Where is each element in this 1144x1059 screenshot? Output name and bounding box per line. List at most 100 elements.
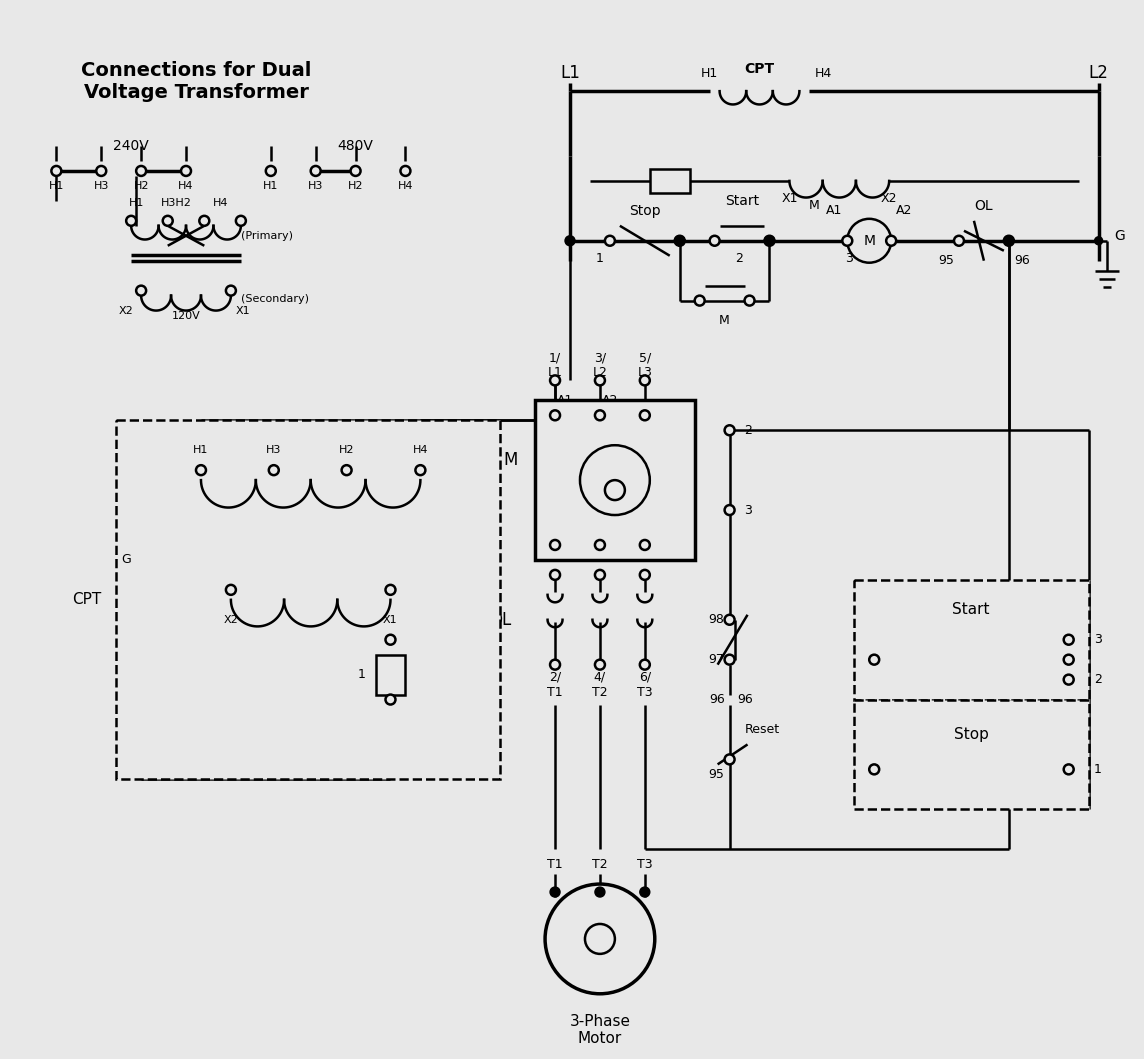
Circle shape: [954, 236, 964, 246]
Circle shape: [1064, 675, 1074, 684]
Text: 1: 1: [596, 252, 604, 265]
Text: 97: 97: [709, 653, 724, 666]
Circle shape: [585, 923, 614, 954]
Circle shape: [136, 286, 146, 295]
Bar: [375, 654, 405, 695]
Text: M: M: [864, 234, 875, 248]
Circle shape: [639, 540, 650, 550]
Text: 240V: 240V: [113, 139, 149, 152]
Circle shape: [1064, 765, 1074, 774]
Circle shape: [605, 236, 614, 246]
Text: OL: OL: [975, 199, 993, 213]
Text: A2: A2: [602, 394, 618, 407]
Circle shape: [565, 236, 575, 246]
Circle shape: [550, 887, 561, 897]
Circle shape: [386, 585, 396, 595]
Text: H1: H1: [49, 181, 64, 191]
Text: H4: H4: [413, 445, 428, 455]
Circle shape: [1064, 634, 1074, 645]
Text: (Secondary): (Secondary): [241, 293, 309, 304]
Text: X2: X2: [119, 306, 134, 316]
Text: A1: A1: [557, 394, 573, 407]
Text: H4: H4: [213, 198, 229, 208]
Text: 3/
L2: 3/ L2: [593, 352, 607, 379]
Circle shape: [1004, 236, 1014, 246]
Circle shape: [724, 754, 734, 765]
Text: H1: H1: [193, 445, 208, 455]
Text: G: G: [1114, 229, 1126, 243]
Text: H3: H3: [308, 181, 324, 191]
Circle shape: [1095, 237, 1103, 245]
Circle shape: [196, 465, 206, 475]
Circle shape: [869, 765, 880, 774]
Bar: [855, 700, 1089, 809]
Circle shape: [96, 166, 106, 176]
Text: 98: 98: [709, 613, 724, 626]
Circle shape: [639, 887, 650, 897]
Text: H3: H3: [94, 181, 109, 191]
Text: A1: A1: [826, 204, 842, 217]
Circle shape: [415, 465, 426, 475]
Circle shape: [265, 166, 276, 176]
Text: (Primary): (Primary): [241, 231, 293, 240]
Circle shape: [550, 540, 561, 550]
Text: X1: X1: [383, 615, 398, 625]
Bar: [855, 580, 1089, 700]
Circle shape: [225, 286, 236, 295]
Text: H2: H2: [348, 181, 364, 191]
Circle shape: [745, 295, 755, 306]
Circle shape: [126, 216, 136, 226]
Circle shape: [724, 654, 734, 665]
Text: 96: 96: [738, 693, 753, 706]
Text: H3: H3: [267, 445, 281, 455]
Text: A2: A2: [896, 204, 913, 217]
Circle shape: [724, 615, 734, 625]
Bar: [535, 400, 694, 560]
Text: H4: H4: [178, 181, 193, 191]
Text: L1: L1: [561, 65, 580, 83]
Text: M: M: [720, 315, 730, 327]
Circle shape: [724, 426, 734, 435]
Circle shape: [550, 570, 561, 580]
Circle shape: [675, 236, 685, 246]
Circle shape: [580, 445, 650, 515]
Text: Connections for Dual
Voltage Transformer: Connections for Dual Voltage Transformer: [81, 61, 311, 103]
Circle shape: [639, 375, 650, 385]
Circle shape: [400, 166, 411, 176]
Circle shape: [595, 660, 605, 669]
Circle shape: [595, 410, 605, 420]
Circle shape: [181, 166, 191, 176]
Text: 5/
L3: 5/ L3: [637, 352, 652, 379]
Text: Start: Start: [725, 194, 760, 208]
Circle shape: [848, 219, 891, 263]
Circle shape: [162, 216, 173, 226]
Text: 2/
T1: 2/ T1: [547, 670, 563, 699]
Text: T1: T1: [547, 858, 563, 870]
Text: H1: H1: [128, 198, 144, 208]
Circle shape: [311, 166, 320, 176]
Text: H4: H4: [398, 181, 413, 191]
Circle shape: [605, 480, 625, 500]
Text: H1: H1: [263, 181, 278, 191]
Text: 1: 1: [1094, 762, 1102, 776]
Text: 96: 96: [1014, 254, 1030, 267]
Text: T3: T3: [637, 858, 652, 870]
Circle shape: [236, 216, 246, 226]
Circle shape: [887, 236, 896, 246]
Text: CPT: CPT: [745, 62, 774, 76]
Text: H4: H4: [815, 67, 832, 79]
Circle shape: [675, 236, 685, 246]
Circle shape: [842, 236, 852, 246]
Text: M: M: [809, 199, 820, 213]
Text: H2: H2: [339, 445, 355, 455]
Text: Stop: Stop: [953, 726, 988, 742]
Text: 480V: 480V: [337, 139, 373, 152]
Text: 96: 96: [709, 693, 724, 706]
Text: 6/
T3: 6/ T3: [637, 670, 652, 699]
Circle shape: [639, 570, 650, 580]
Circle shape: [639, 660, 650, 669]
Text: OL: OL: [490, 611, 511, 629]
Circle shape: [764, 236, 774, 246]
Circle shape: [764, 236, 774, 246]
Text: 4/
T2: 4/ T2: [593, 670, 607, 699]
